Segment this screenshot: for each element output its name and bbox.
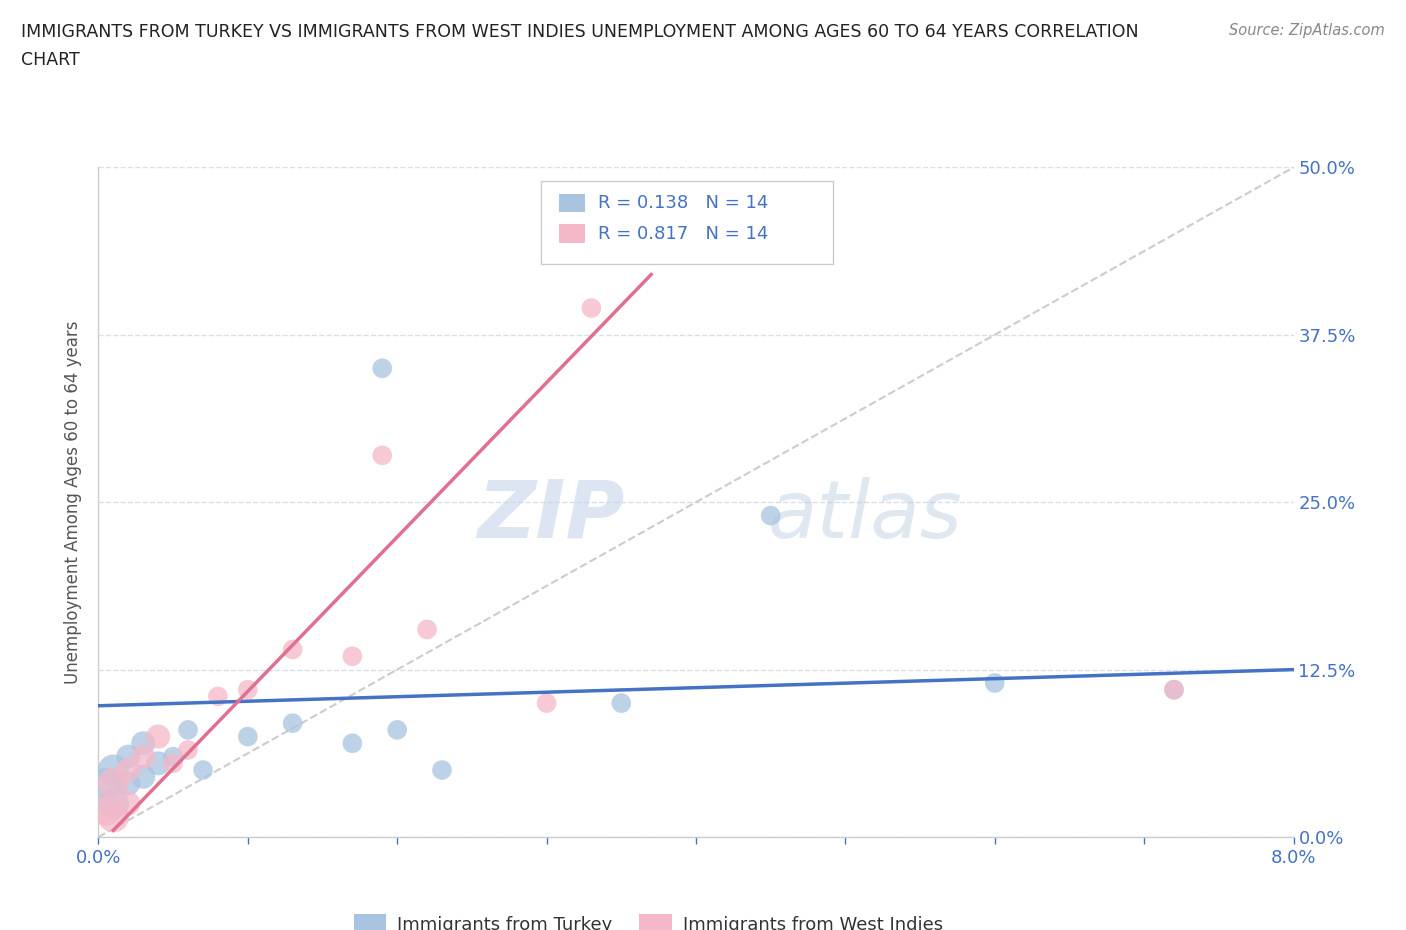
Point	[581, 300, 603, 315]
Text: Source: ZipAtlas.com: Source: ZipAtlas.com	[1229, 23, 1385, 38]
Text: atlas: atlas	[768, 476, 963, 554]
Point	[371, 448, 394, 463]
Point	[103, 796, 125, 811]
Point	[416, 622, 439, 637]
Point	[132, 769, 155, 784]
Bar	[558, 193, 585, 212]
Point	[117, 763, 139, 777]
Text: IMMIGRANTS FROM TURKEY VS IMMIGRANTS FROM WEST INDIES UNEMPLOYMENT AMONG AGES 60: IMMIGRANTS FROM TURKEY VS IMMIGRANTS FRO…	[21, 23, 1139, 41]
Point	[103, 809, 125, 824]
Point	[281, 716, 304, 731]
Point	[117, 750, 139, 764]
Point	[117, 776, 139, 790]
Point	[94, 776, 117, 790]
Text: ZIP: ZIP	[477, 476, 624, 554]
Point	[983, 675, 1005, 690]
Legend: Immigrants from Turkey, Immigrants from West Indies: Immigrants from Turkey, Immigrants from …	[346, 907, 950, 930]
Point	[117, 796, 139, 811]
FancyBboxPatch shape	[540, 180, 834, 264]
Point	[371, 361, 394, 376]
Text: R = 0.817   N = 14: R = 0.817 N = 14	[598, 225, 768, 243]
Point	[132, 736, 155, 751]
Point	[94, 803, 117, 817]
Point	[281, 642, 304, 657]
Point	[759, 508, 782, 523]
Point	[177, 742, 200, 757]
Text: CHART: CHART	[21, 51, 80, 69]
Point	[385, 723, 409, 737]
Point	[162, 750, 184, 764]
Bar	[558, 224, 585, 243]
Point	[103, 763, 125, 777]
Point	[430, 763, 453, 777]
Point	[177, 723, 200, 737]
Point	[1163, 683, 1185, 698]
Point	[162, 756, 184, 771]
Point	[148, 729, 170, 744]
Point	[132, 750, 155, 764]
Point	[103, 776, 125, 790]
Point	[342, 649, 364, 664]
Point	[1163, 683, 1185, 698]
Point	[536, 696, 558, 711]
Point	[342, 736, 364, 751]
Point	[207, 689, 229, 704]
Point	[236, 729, 259, 744]
Point	[191, 763, 214, 777]
Point	[236, 683, 259, 698]
Y-axis label: Unemployment Among Ages 60 to 64 years: Unemployment Among Ages 60 to 64 years	[63, 321, 82, 684]
Point	[610, 696, 633, 711]
Text: R = 0.138   N = 14: R = 0.138 N = 14	[598, 193, 768, 212]
Point	[148, 756, 170, 771]
